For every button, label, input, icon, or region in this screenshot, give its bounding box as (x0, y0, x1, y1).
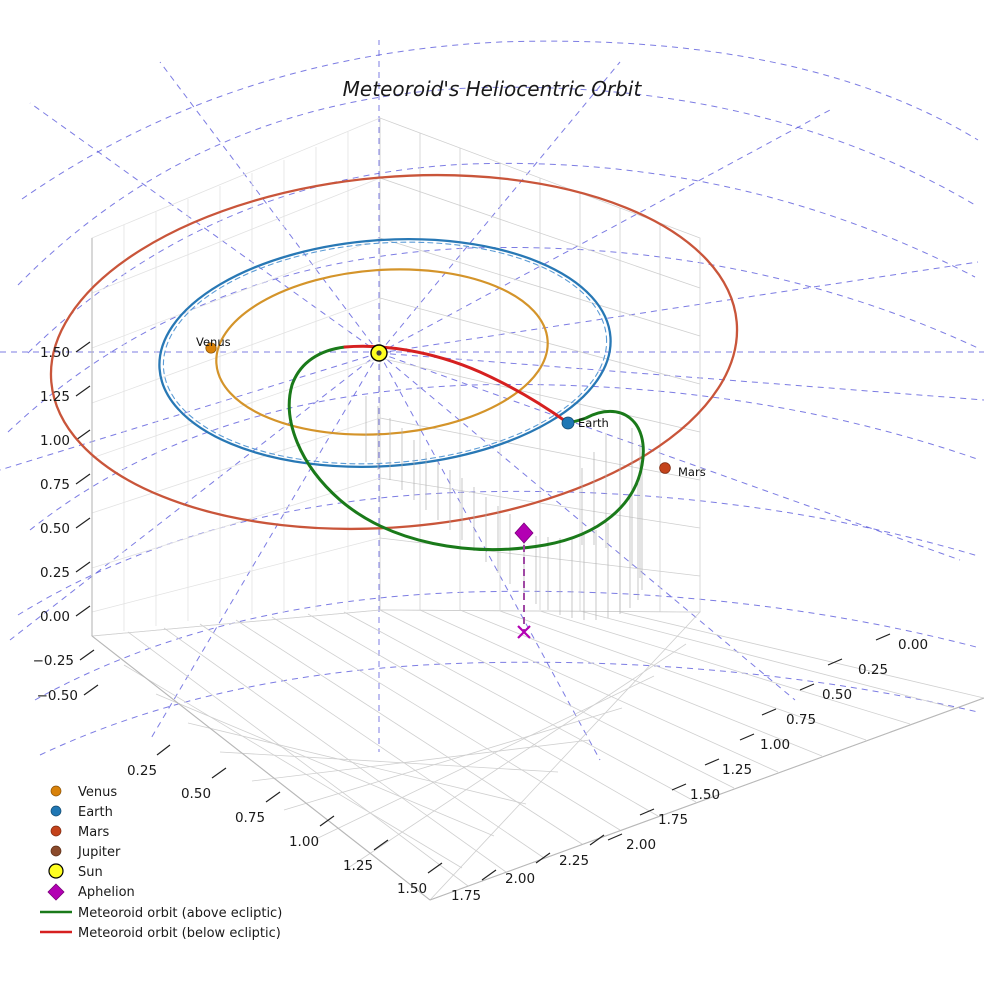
legend-item-jupiter[interactable]: Jupiter (50, 845, 121, 860)
legend-label-earth: Earth (78, 805, 113, 820)
legend-marker-earth-icon (50, 805, 62, 817)
annotation-venus: Venus (196, 335, 231, 349)
z-tick-8: −0.50 (37, 688, 78, 704)
y-tick-1: 0.25 (858, 662, 888, 678)
legend-marker-venus-icon (50, 785, 62, 797)
legend-label-sun: Sun (78, 865, 103, 880)
axis-spines (91, 238, 984, 901)
legend-item-aphelion[interactable]: Aphelion (47, 883, 135, 901)
legend-label-aphelion: Aphelion (78, 885, 135, 900)
y-tick-5: 1.25 (722, 762, 752, 778)
x-tick-labels: 0.25 0.50 0.75 1.00 1.25 1.50 1.75 2.00 … (127, 763, 589, 904)
y-tick-0: 0.00 (898, 637, 928, 653)
x-axis-ticks (156, 744, 605, 881)
z-tick-6: 0.00 (40, 609, 70, 625)
aphelion-marker (514, 522, 534, 544)
z-tick-4: 0.50 (40, 521, 70, 537)
legend-marker-sun-icon (48, 863, 64, 879)
z-tick-5: 0.25 (40, 565, 70, 581)
y-axis-ticks (607, 633, 891, 841)
z-tick-3: 0.75 (40, 477, 70, 493)
legend-label-mars: Mars (78, 825, 110, 840)
y-tick-3: 0.75 (786, 712, 816, 728)
planet-orbits (49, 173, 739, 531)
marker-venus (205, 342, 217, 354)
z-tick-1: 1.25 (40, 389, 70, 405)
meteoroid-orbit-above (287, 345, 645, 551)
x-tick-7: 2.00 (505, 871, 535, 887)
x-tick-3: 1.00 (289, 834, 319, 850)
aphelion-projection-x (517, 625, 531, 639)
x-tick-6: 1.75 (451, 888, 481, 904)
y-tick-6: 1.50 (690, 787, 720, 803)
orbit-venus (215, 268, 549, 436)
y-tick-7: 1.75 (658, 812, 688, 828)
orbit-earth (158, 238, 612, 468)
pane-floor (90, 609, 984, 901)
z-tick-2: 1.00 (40, 433, 70, 449)
orbit-earth-highlight (162, 241, 608, 465)
x-tick-2: 0.75 (235, 810, 265, 826)
pane-back-left (91, 117, 381, 637)
marker-earth (561, 416, 575, 430)
legend-item-sun[interactable]: Sun (48, 863, 103, 880)
legend: Venus Earth Mars Jupiter Sun (40, 785, 282, 941)
legend-item-earth[interactable]: Earth (50, 805, 113, 820)
z-tick-labels: 1.50 1.25 1.00 0.75 0.50 0.25 0.00 −0.25… (33, 345, 78, 704)
z-axis-ticks (75, 341, 99, 696)
polar-grid (0, 40, 984, 761)
orbit-mars (49, 173, 739, 531)
planet-markers (205, 342, 671, 474)
legend-marker-mars-icon (50, 825, 62, 837)
legend-item-mars[interactable]: Mars (50, 825, 110, 840)
y-tick-labels: 0.00 0.25 0.50 0.75 1.00 1.25 1.50 1.75 … (626, 637, 928, 853)
legend-label-below-ecliptic: Meteoroid orbit (below ecliptic) (78, 926, 281, 941)
legend-item-below-ecliptic[interactable]: Meteoroid orbit (below ecliptic) (40, 926, 281, 941)
legend-label-venus: Venus (78, 785, 117, 800)
annotation-earth: Earth (578, 416, 609, 430)
x-tick-8: 2.25 (559, 853, 589, 869)
pane-back-right (379, 117, 701, 613)
legend-marker-jupiter-icon (50, 845, 62, 857)
x-tick-4: 1.25 (343, 858, 373, 874)
z-tick-0: 1.50 (40, 345, 70, 361)
y-tick-2: 0.50 (822, 687, 852, 703)
legend-marker-aphelion-icon (47, 883, 65, 901)
orbit-drop-stems (365, 396, 643, 620)
legend-item-venus[interactable]: Venus (50, 785, 117, 800)
legend-label-jupiter: Jupiter (77, 845, 121, 860)
page-title: Meteoroid's Heliocentric Orbit (343, 77, 643, 101)
y-tick-8: 2.00 (626, 837, 656, 853)
z-tick-7: −0.25 (33, 653, 74, 669)
sun-marker (370, 344, 388, 362)
annotation-mars: Mars (678, 465, 706, 479)
legend-item-above-ecliptic[interactable]: Meteoroid orbit (above ecliptic) (40, 906, 282, 921)
legend-label-above-ecliptic: Meteoroid orbit (above ecliptic) (78, 906, 282, 921)
y-tick-4: 1.00 (760, 737, 790, 753)
aphelion-group (514, 522, 534, 639)
marker-mars (659, 462, 671, 474)
x-tick-5: 1.50 (397, 881, 427, 897)
x-tick-1: 0.50 (181, 786, 211, 802)
x-tick-0: 0.25 (127, 763, 157, 779)
